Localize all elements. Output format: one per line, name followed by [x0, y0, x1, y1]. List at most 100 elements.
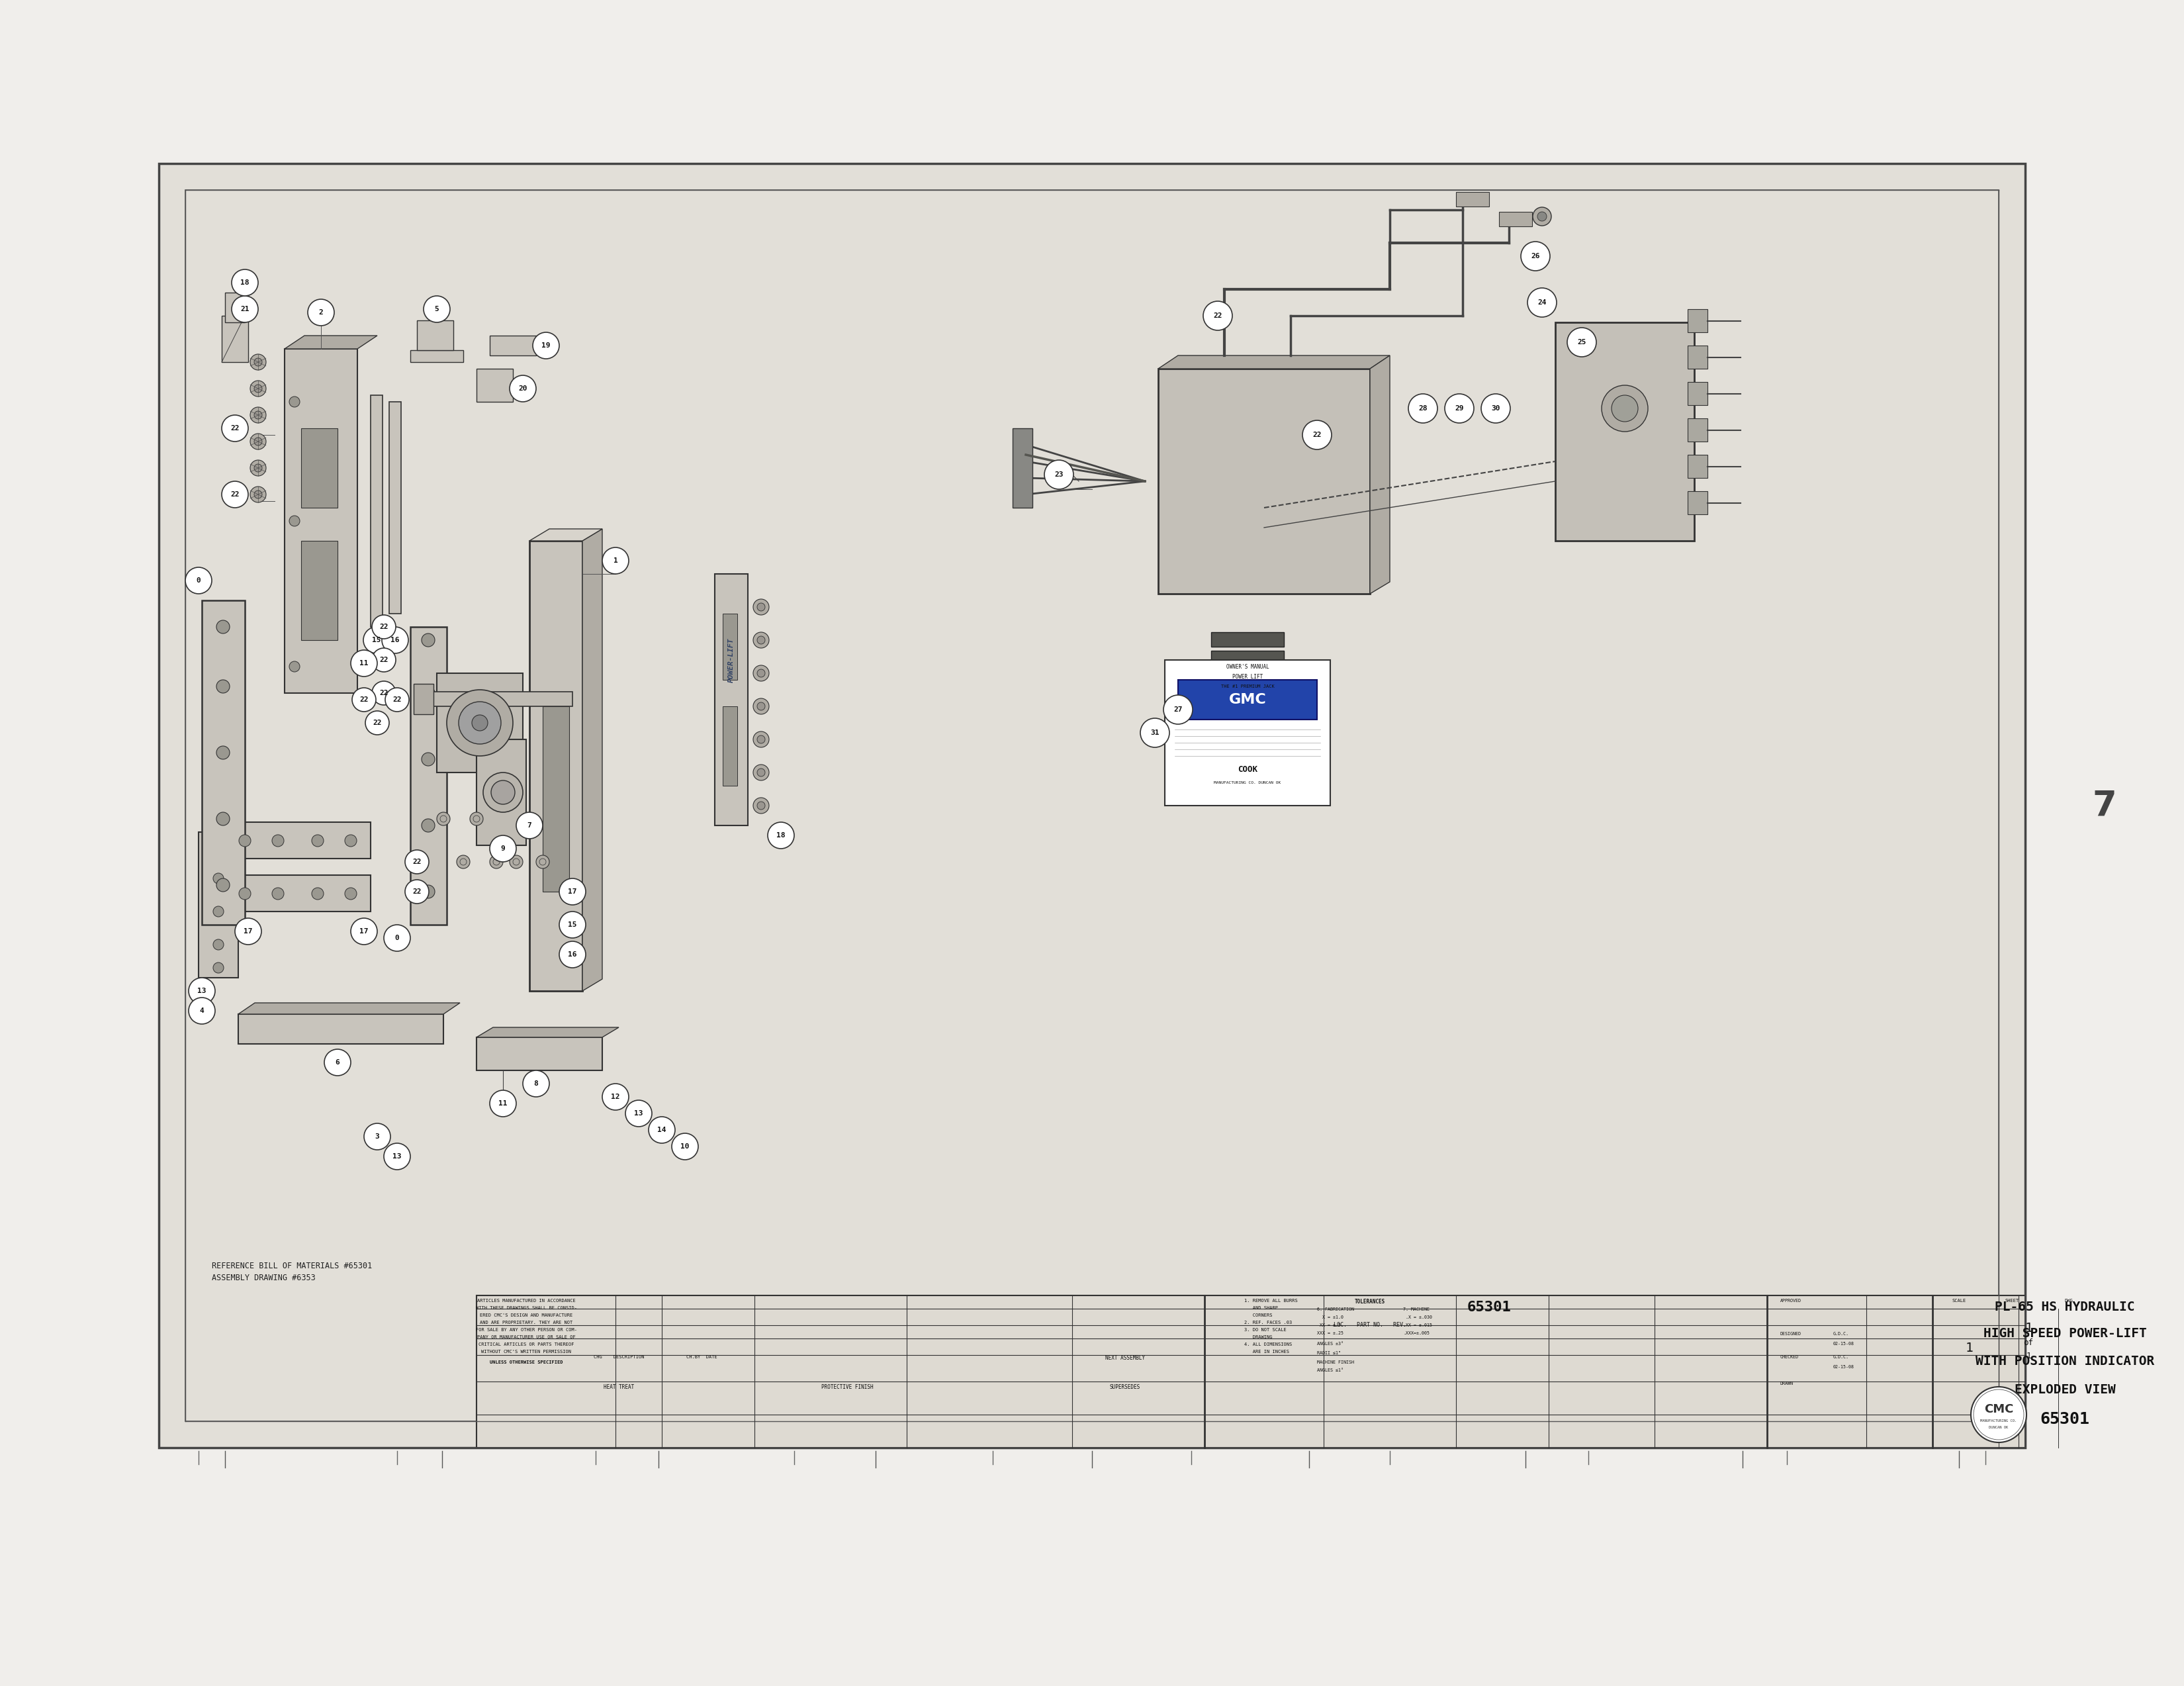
Bar — [186, 191, 1998, 1421]
Text: 22: 22 — [380, 624, 389, 631]
Text: EXPLODED VIEW: EXPLODED VIEW — [2014, 1384, 2116, 1396]
Circle shape — [236, 919, 262, 944]
Circle shape — [251, 354, 266, 369]
Bar — [1498, 212, 1533, 226]
Text: of: of — [2025, 1339, 2033, 1347]
Text: 22: 22 — [373, 720, 382, 727]
Circle shape — [371, 647, 395, 673]
Bar — [1688, 455, 1708, 477]
Bar — [1013, 428, 1033, 507]
Text: 1: 1 — [2025, 1322, 2033, 1335]
Circle shape — [404, 880, 428, 904]
Text: 24: 24 — [1538, 298, 1546, 305]
Circle shape — [232, 297, 258, 322]
Bar — [413, 685, 432, 715]
Text: 02-15-08: 02-15-08 — [1832, 1366, 1854, 1369]
Text: REFERENCE BILL OF MATERIALS #65301: REFERENCE BILL OF MATERIALS #65301 — [212, 1261, 371, 1270]
Circle shape — [559, 912, 585, 937]
Text: ARTICLES MANUFACTURED IN ACCORDANCE: ARTICLES MANUFACTURED IN ACCORDANCE — [476, 1298, 574, 1303]
Text: HIGH SPEED POWER-LIFT: HIGH SPEED POWER-LIFT — [1983, 1327, 2147, 1340]
Text: SHEET: SHEET — [2005, 1298, 2020, 1303]
Circle shape — [365, 1123, 391, 1150]
Text: 22: 22 — [232, 425, 240, 432]
Text: ERED CMC'S DESIGN AND MANUFACTURE: ERED CMC'S DESIGN AND MANUFACTURE — [480, 1313, 572, 1317]
Text: 4: 4 — [199, 1008, 203, 1013]
Text: 25: 25 — [1577, 339, 1586, 346]
Circle shape — [603, 548, 629, 573]
Text: 22: 22 — [380, 656, 389, 663]
Text: 12: 12 — [612, 1094, 620, 1101]
Circle shape — [753, 732, 769, 747]
Text: ASSEMBLY DRAWING #6353: ASSEMBLY DRAWING #6353 — [212, 1273, 314, 1283]
Circle shape — [509, 855, 522, 868]
Circle shape — [1520, 241, 1551, 271]
Bar — [426, 691, 572, 706]
Bar — [529, 541, 583, 991]
Circle shape — [384, 1143, 411, 1170]
Circle shape — [753, 599, 769, 615]
Text: 18: 18 — [778, 833, 786, 838]
Text: G.D.C.: G.D.C. — [1832, 1356, 1850, 1359]
Circle shape — [312, 835, 323, 846]
Text: DWG.: DWG. — [2064, 1298, 2077, 1303]
Text: PL-65 HS HYDRAULIC: PL-65 HS HYDRAULIC — [1994, 1300, 2136, 1313]
Bar — [1555, 322, 1695, 541]
Text: 22: 22 — [360, 696, 369, 703]
Text: 15: 15 — [568, 922, 577, 927]
Text: AND ARE PROPRIETARY. THEY ARE NOT: AND ARE PROPRIETARY. THEY ARE NOT — [480, 1320, 572, 1325]
Bar — [199, 833, 238, 978]
Text: 65301: 65301 — [2040, 1411, 2090, 1426]
Circle shape — [422, 752, 435, 765]
Text: FOR SALE BY ANY OTHER PERSON OR COM-: FOR SALE BY ANY OTHER PERSON OR COM- — [476, 1329, 577, 1332]
Bar — [1688, 309, 1708, 332]
Circle shape — [365, 711, 389, 735]
Text: 0: 0 — [197, 577, 201, 583]
Text: ARE IN INCHES: ARE IN INCHES — [1245, 1350, 1289, 1354]
Circle shape — [273, 889, 284, 900]
Text: 1. REMOVE ALL BURRS: 1. REMOVE ALL BURRS — [1245, 1298, 1297, 1303]
Text: CHG    DESCRIPTION: CHG DESCRIPTION — [594, 1356, 644, 1359]
Polygon shape — [238, 1003, 461, 1013]
Circle shape — [649, 1116, 675, 1143]
Circle shape — [214, 905, 223, 917]
Bar — [542, 706, 570, 892]
Text: 22: 22 — [380, 690, 389, 696]
Circle shape — [753, 666, 769, 681]
Text: 22: 22 — [393, 696, 402, 703]
Circle shape — [456, 855, 470, 868]
Bar — [225, 293, 245, 322]
Text: 30: 30 — [1492, 405, 1500, 411]
Text: CMC: CMC — [1983, 1403, 2014, 1415]
Bar — [1688, 491, 1708, 514]
Circle shape — [1409, 395, 1437, 423]
Text: COOK: COOK — [1238, 765, 1258, 774]
Circle shape — [253, 438, 262, 445]
Text: HEAT TREAT: HEAT TREAT — [603, 1384, 633, 1389]
Text: 26: 26 — [1531, 253, 1540, 260]
Circle shape — [489, 835, 515, 862]
Text: .XXX=±.005: .XXX=±.005 — [1402, 1332, 1431, 1335]
Text: XX = ±.5: XX = ±.5 — [1317, 1324, 1341, 1327]
Text: DUNCAN OK: DUNCAN OK — [1990, 1426, 2009, 1430]
Text: AND SHARP: AND SHARP — [1245, 1307, 1278, 1310]
Text: 11: 11 — [360, 659, 369, 666]
Circle shape — [535, 855, 550, 868]
Circle shape — [753, 764, 769, 781]
Text: MACHINE FINISH: MACHINE FINISH — [1317, 1361, 1354, 1364]
Text: ANGLES ±3°: ANGLES ±3° — [1317, 1342, 1343, 1345]
Text: SCALE: SCALE — [1952, 1298, 1966, 1303]
Bar — [1212, 632, 1284, 647]
Bar — [371, 395, 382, 627]
Bar — [417, 320, 454, 351]
Text: CORNERS: CORNERS — [1245, 1313, 1273, 1317]
Text: 11: 11 — [498, 1101, 507, 1106]
Circle shape — [625, 1101, 651, 1126]
Text: 22: 22 — [1214, 312, 1223, 319]
Text: 22: 22 — [413, 858, 422, 865]
Circle shape — [323, 1049, 352, 1076]
Bar — [476, 1037, 603, 1071]
Text: ANGLES ≤1°: ANGLES ≤1° — [1317, 1369, 1343, 1372]
Text: WITH POSITION INDICATOR: WITH POSITION INDICATOR — [1977, 1356, 2153, 1367]
Text: 0: 0 — [395, 934, 400, 941]
Bar — [476, 369, 513, 401]
